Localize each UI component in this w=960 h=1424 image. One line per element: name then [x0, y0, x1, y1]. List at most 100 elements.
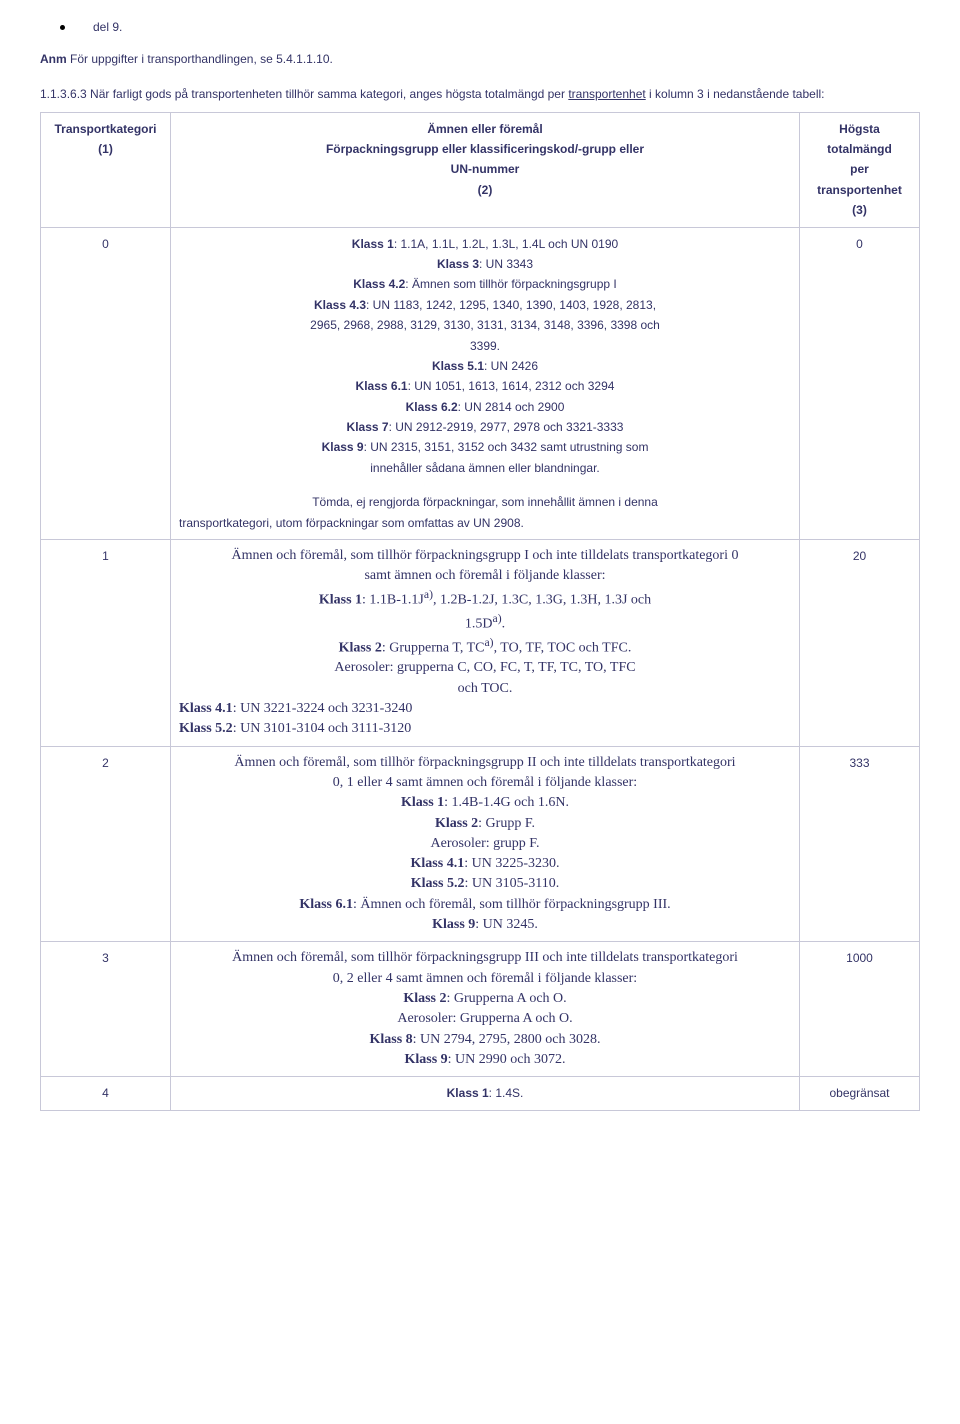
- r1-l9a: Klass 5.2: [179, 721, 233, 736]
- r1-l5c: , TO, TF, TOC och TFC.: [494, 640, 632, 655]
- r2-l7a: Klass 5.2: [411, 876, 465, 891]
- row2-content: Ämnen och föremål, som tillhör förpackni…: [171, 746, 800, 942]
- r0-a2: : 1.1A, 1.1L, 1.2L, 1.3L, 1.4L och UN 01…: [394, 237, 618, 251]
- r0-k: transportkategori, utom förpackningar so…: [179, 513, 791, 533]
- cat-2: 2: [41, 746, 171, 942]
- intro-lead: 1.1.3.6.3 När farligt gods på transporte…: [40, 87, 568, 101]
- limit-2: 333: [800, 746, 920, 942]
- r1-l3a: Klass 1: [319, 592, 362, 607]
- r1-l5a: Klass 2: [339, 640, 382, 655]
- limit-3: 1000: [800, 942, 920, 1077]
- cat-4: 4: [41, 1077, 171, 1110]
- table-row: 3 Ämnen och föremål, som tillhör förpack…: [41, 942, 920, 1077]
- bullet-text: del 9.: [93, 20, 122, 34]
- r0-h2: : UN 2912-2919, 2977, 2978 och 3321-3333: [389, 420, 624, 434]
- cat-1: 1: [41, 540, 171, 747]
- r3-l4: Aerosoler: Grupperna A och O.: [179, 1009, 791, 1029]
- r2-l1: Ämnen och föremål, som tillhör förpackni…: [179, 753, 791, 773]
- r3-l1: Ämnen och föremål, som tillhör förpackni…: [179, 948, 791, 968]
- intro-paragraph: 1.1.3.6.3 När farligt gods på transporte…: [40, 84, 920, 106]
- r1-l3sup: a): [424, 588, 433, 601]
- r0-h: Klass 7: [347, 420, 389, 434]
- limit-0: 0: [800, 227, 920, 539]
- r2-l2: 0, 1 eller 4 samt ämnen och föremål i fö…: [179, 773, 791, 793]
- header-col2-l3: UN-nummer: [179, 159, 791, 179]
- table-row: 1 Ämnen och föremål, som tillhör förpack…: [41, 540, 920, 747]
- r2-l7b: : UN 3105-3110.: [464, 876, 559, 891]
- r0-e: Klass 5.1: [432, 359, 484, 373]
- r3-l5b: : UN 2794, 2795, 2800 och 3028.: [413, 1032, 601, 1047]
- r3-l3a: Klass 2: [403, 991, 446, 1006]
- row0-content: Klass 1: 1.1A, 1.1L, 1.2L, 1.3L, 1.4L oc…: [171, 227, 800, 539]
- header-col3-l2: totalmängd: [808, 139, 911, 159]
- row3-content: Ämnen och föremål, som tillhör förpackni…: [171, 942, 800, 1077]
- r0-b: Klass 3: [437, 257, 479, 271]
- r0-j: Tömda, ej rengjorda förpackningar, som i…: [179, 492, 791, 512]
- cat-3: 3: [41, 942, 171, 1077]
- r3-l5a: Klass 8: [369, 1032, 412, 1047]
- r0-g: Klass 6.2: [406, 400, 458, 414]
- r3-l2: 0, 2 eller 4 samt ämnen och föremål i fö…: [179, 969, 791, 989]
- r0-f: Klass 6.1: [356, 379, 408, 393]
- header-col1-l1: Transportkategori: [49, 119, 162, 139]
- r2-l6a: Klass 4.1: [411, 856, 465, 871]
- r0-d4: 3399.: [179, 336, 791, 356]
- table-row: 4 Klass 1: 1.4S. obegränsat: [41, 1077, 920, 1110]
- r4-l1b: : 1.4S.: [489, 1086, 524, 1100]
- r0-g2: : UN 2814 och 2900: [458, 400, 565, 414]
- intro-underline: transportenhet: [568, 87, 645, 101]
- r3-l3b: : Grupperna A och O.: [447, 991, 567, 1006]
- r2-l6b: : UN 3225-3230.: [464, 856, 559, 871]
- r2-l5: Aerosoler: grupp F.: [179, 834, 791, 854]
- header-col3-l3: per: [808, 159, 911, 179]
- header-col2: Ämnen eller föremål Förpackningsgrupp el…: [171, 112, 800, 227]
- r0-i: Klass 9: [322, 440, 364, 454]
- r2-l4b: : Grupp F.: [478, 816, 535, 831]
- header-col3-l4: transportenhet: [808, 180, 911, 200]
- r1-l6: Aerosoler: grupperna C, CO, FC, T, TF, T…: [179, 658, 791, 678]
- r1-l3b: : 1.1B-1.1J: [362, 592, 424, 607]
- note-line: Anm För uppgifter i transporthandlingen,…: [40, 52, 920, 66]
- header-col1-l2: (1): [49, 139, 162, 159]
- note-prefix: Anm: [40, 52, 67, 66]
- r0-e2: : UN 2426: [484, 359, 538, 373]
- table-row: 0 Klass 1: 1.1A, 1.1L, 1.2L, 1.3L, 1.4L …: [41, 227, 920, 539]
- header-col1: Transportkategori (1): [41, 112, 171, 227]
- r0-i3: innehåller sådana ämnen eller blandninga…: [179, 458, 791, 478]
- cat-0: 0: [41, 227, 171, 539]
- limit-1: 20: [800, 540, 920, 747]
- note-rest: För uppgifter i transporthandlingen, se …: [67, 52, 333, 66]
- row1-content: Ämnen och föremål, som tillhör förpackni…: [171, 540, 800, 747]
- header-col2-l1: Ämnen eller föremål: [179, 119, 791, 139]
- r0-d2: : UN 1183, 1242, 1295, 1340, 1390, 1403,…: [366, 298, 656, 312]
- table-header-row: Transportkategori (1) Ämnen eller föremå…: [41, 112, 920, 227]
- r0-f2: : UN 1051, 1613, 1614, 2312 och 3294: [408, 379, 615, 393]
- bullet-dot-icon: [60, 25, 65, 30]
- header-col2-l4: (2): [179, 180, 791, 200]
- r2-l8b: : Ämnen och föremål, som tillhör förpack…: [353, 897, 671, 912]
- intro-tail: i kolumn 3 i nedanstående tabell:: [646, 87, 825, 101]
- r2-l4a: Klass 2: [435, 816, 478, 831]
- r3-l6b: : UN 2990 och 3072.: [448, 1052, 566, 1067]
- r1-l4sup: a): [493, 612, 502, 625]
- r2-l3b: : 1.4B-1.4G och 1.6N.: [444, 795, 569, 810]
- r0-d3: 2965, 2968, 2988, 3129, 3130, 3131, 3134…: [179, 315, 791, 335]
- r1-l8b: : UN 3221-3224 och 3231-3240: [233, 701, 413, 716]
- r1-l4a: 1.5D: [465, 616, 493, 631]
- r1-l4b: .: [502, 616, 506, 631]
- r1-l1: Ämnen och föremål, som tillhör förpackni…: [179, 546, 791, 566]
- r2-l3a: Klass 1: [401, 795, 444, 810]
- r1-l5sup: a): [485, 636, 494, 649]
- r1-l8a: Klass 4.1: [179, 701, 233, 716]
- r0-d: Klass 4.3: [314, 298, 366, 312]
- r1-l3c: , 1.2B-1.2J, 1.3C, 1.3G, 1.3H, 1.3J och: [433, 592, 651, 607]
- r1-l9b: : UN 3101-3104 och 3111-3120: [233, 721, 412, 736]
- r1-l5b: : Grupperna T, TC: [382, 640, 485, 655]
- header-col3-l5: (3): [808, 200, 911, 220]
- r2-l9b: : UN 3245.: [475, 917, 538, 932]
- r0-c: Klass 4.2: [353, 277, 405, 291]
- r2-l9a: Klass 9: [432, 917, 475, 932]
- page-document: del 9. Anm För uppgifter i transporthand…: [20, 0, 940, 1131]
- r1-l2: samt ämnen och föremål i följande klasse…: [179, 566, 791, 586]
- table-row: 2 Ämnen och föremål, som tillhör förpack…: [41, 746, 920, 942]
